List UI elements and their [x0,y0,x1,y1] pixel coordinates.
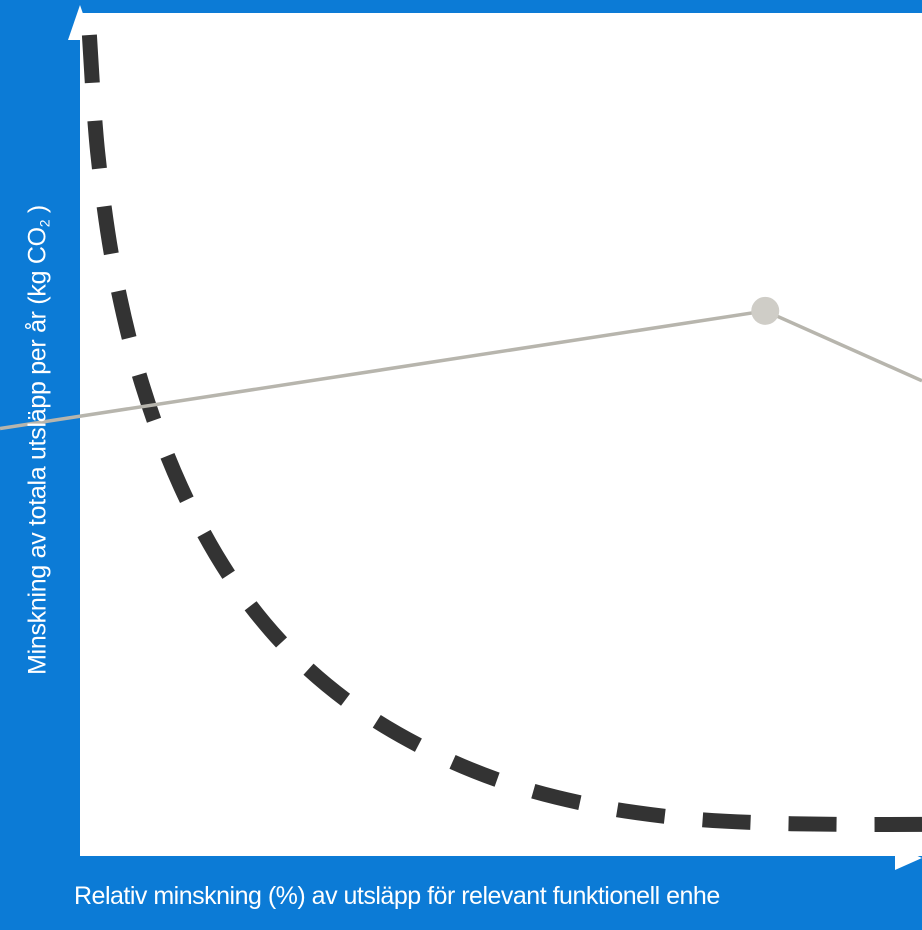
data-point-marker [751,296,780,325]
y-axis-arrowhead [68,5,92,40]
x-axis-label: Relativ minskning (%) av utsläpp för rel… [74,882,720,910]
y-axis-label-text: Minskning av totala utsläpp per år (kg C… [23,227,52,675]
dashed-curve-series [81,34,922,833]
series-layer [0,34,922,833]
plot-area [80,13,922,856]
y-axis-label-subscript: 2 [36,219,53,228]
y-axis-label-suffix: ) [23,205,52,220]
y-axis-label: Minskning av totala utsläpp per år (kg C… [24,205,53,675]
x-axis-arrowhead [895,846,922,870]
